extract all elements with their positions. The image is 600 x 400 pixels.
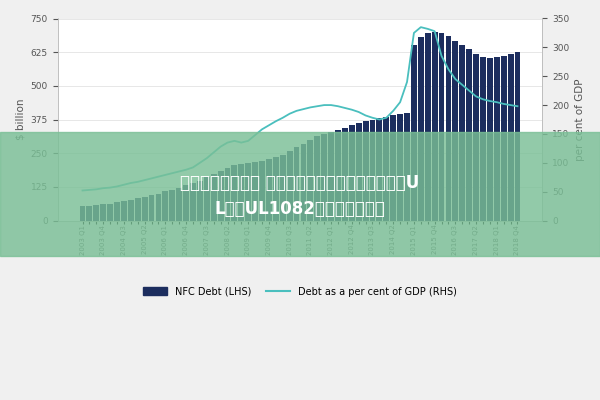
Bar: [307, 140, 313, 220]
Bar: [100, 204, 106, 220]
Bar: [287, 151, 293, 220]
Bar: [501, 56, 506, 220]
Bar: [342, 128, 348, 220]
Bar: [224, 168, 230, 220]
Bar: [135, 198, 140, 220]
Bar: [328, 132, 334, 220]
Bar: [390, 116, 396, 220]
Bar: [218, 172, 224, 220]
Bar: [169, 190, 175, 220]
Bar: [397, 114, 403, 220]
Bar: [460, 46, 465, 220]
Bar: [439, 33, 445, 220]
Bar: [86, 206, 92, 220]
Bar: [266, 159, 272, 220]
Bar: [142, 197, 148, 220]
Bar: [149, 195, 154, 220]
Bar: [349, 125, 355, 220]
Text: 香港股票有杠杆吗 奶泡机咋啡机上架亚马逊美国站U: 香港股票有杠杆吗 奶泡机咋啡机上架亚马逊美国站U: [181, 174, 419, 192]
Bar: [480, 57, 486, 220]
Bar: [418, 37, 424, 220]
Bar: [280, 154, 286, 220]
Bar: [176, 188, 182, 220]
Bar: [273, 157, 279, 220]
Bar: [114, 202, 120, 220]
Bar: [204, 178, 210, 220]
Bar: [128, 200, 134, 220]
Bar: [232, 165, 238, 220]
Bar: [370, 120, 376, 220]
Bar: [425, 33, 431, 220]
Bar: [183, 186, 189, 220]
Bar: [508, 54, 514, 220]
Bar: [362, 121, 368, 220]
Bar: [404, 113, 410, 220]
Bar: [190, 183, 196, 220]
Bar: [121, 201, 127, 220]
Bar: [94, 205, 99, 220]
Bar: [163, 192, 168, 220]
Bar: [301, 144, 307, 220]
Bar: [452, 41, 458, 220]
Bar: [473, 54, 479, 220]
Bar: [376, 118, 382, 220]
Y-axis label: $ billion: $ billion: [15, 99, 25, 140]
Bar: [107, 204, 113, 220]
Bar: [321, 134, 327, 220]
Bar: [259, 161, 265, 220]
Bar: [155, 194, 161, 220]
Bar: [238, 164, 244, 220]
Bar: [335, 130, 341, 220]
Bar: [466, 50, 472, 220]
Bar: [432, 32, 437, 220]
Bar: [446, 36, 451, 220]
Bar: [411, 46, 417, 220]
Bar: [80, 206, 85, 220]
Bar: [494, 57, 500, 220]
Bar: [211, 174, 217, 220]
Bar: [252, 162, 258, 220]
Bar: [293, 147, 299, 220]
Bar: [314, 136, 320, 220]
Bar: [383, 117, 389, 220]
Y-axis label: per cent of GDP: per cent of GDP: [575, 78, 585, 161]
Bar: [487, 58, 493, 220]
Bar: [245, 162, 251, 220]
Bar: [197, 181, 203, 220]
Bar: [515, 52, 520, 220]
Bar: [356, 123, 362, 220]
Legend: NFC Debt (LHS), Debt as a per cent of GDP (RHS): NFC Debt (LHS), Debt as a per cent of GD…: [139, 283, 461, 300]
Text: L报告UL1082办理要求和周期: L报告UL1082办理要求和周期: [215, 200, 385, 218]
